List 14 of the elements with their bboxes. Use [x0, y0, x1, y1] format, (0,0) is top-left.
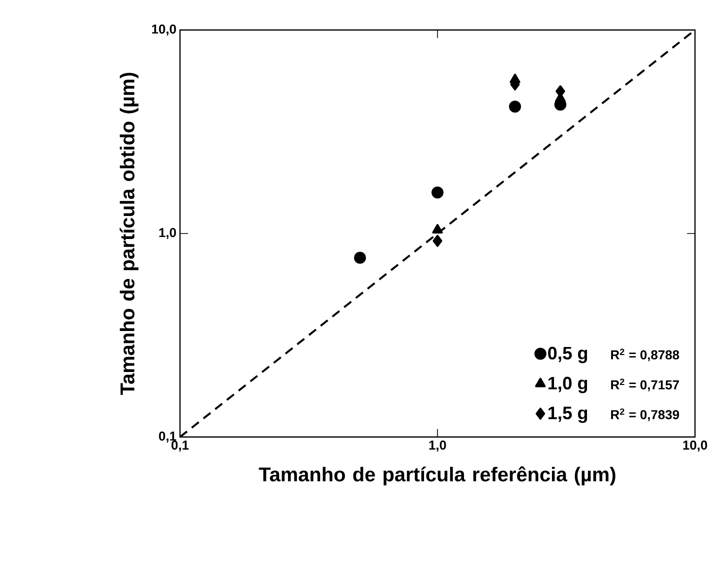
y-tick-label: 10,0	[152, 24, 176, 36]
legend-label: 1,0 g	[548, 376, 588, 394]
x-axis-title: Tamanho de partícula referência (µm)	[258, 466, 616, 486]
legend-label: 0,5 g	[548, 346, 588, 364]
annotation: R$^{2}$ = 0,8788	[611, 348, 680, 362]
legend-label: 1,5 g	[548, 406, 588, 423]
annotation: R$^{2}$ = 0,7157	[611, 378, 679, 392]
x-tick-label: 0,1	[172, 440, 189, 452]
y-tick-label: 0,1	[158, 431, 176, 443]
x-tick-label: 1,0	[429, 440, 446, 452]
annotation: R$^{2}$ = 0,7839	[611, 408, 680, 422]
y-tick-label: 1,0	[159, 228, 176, 240]
y-axis-title: Tamanho de partícula obtido (µm)	[120, 72, 138, 395]
x-tick-label: 10,0	[683, 440, 708, 452]
